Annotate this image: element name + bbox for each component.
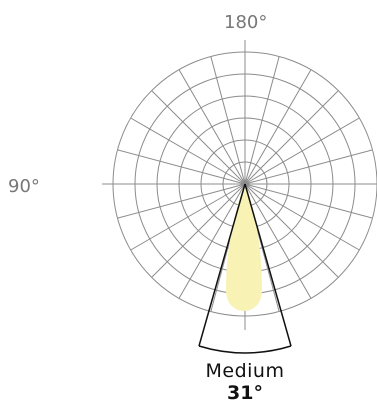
polar-grid-spoke [244, 56, 280, 185]
polar-grid-spoke [130, 117, 246, 185]
polar-grid-spoke [117, 149, 246, 185]
polar-grid-spoke [178, 69, 246, 185]
polar-grid-spoke [178, 183, 246, 299]
beam-angle-right-line [244, 183, 292, 347]
polar-grid-spoke [130, 183, 246, 251]
polar-grid-spoke [244, 90, 339, 185]
polar-grid-spoke [244, 69, 312, 185]
polar-grid-spoke [244, 117, 360, 185]
polar-grid-spoke [244, 183, 360, 251]
polar-grid-spoke [210, 56, 246, 185]
beam-name-label: Medium [205, 360, 285, 382]
polar-grid-spoke [244, 183, 339, 278]
polar-grid-spoke [151, 90, 246, 185]
angle-label-180: 180° [224, 12, 268, 33]
beam-angle-left-line [198, 183, 246, 347]
beam-intensity-shape [226, 184, 262, 311]
polar-grid-spoke [244, 183, 373, 219]
angle-label-90: 90° [8, 176, 40, 197]
beam-angle-arc [198, 345, 292, 354]
polar-grid-spoke [151, 183, 246, 278]
beam-angle-label: 31° [227, 382, 263, 404]
polar-grid-spoke [117, 183, 246, 219]
polar-grid-spoke [244, 183, 312, 299]
polar-grid-spoke [244, 149, 373, 185]
